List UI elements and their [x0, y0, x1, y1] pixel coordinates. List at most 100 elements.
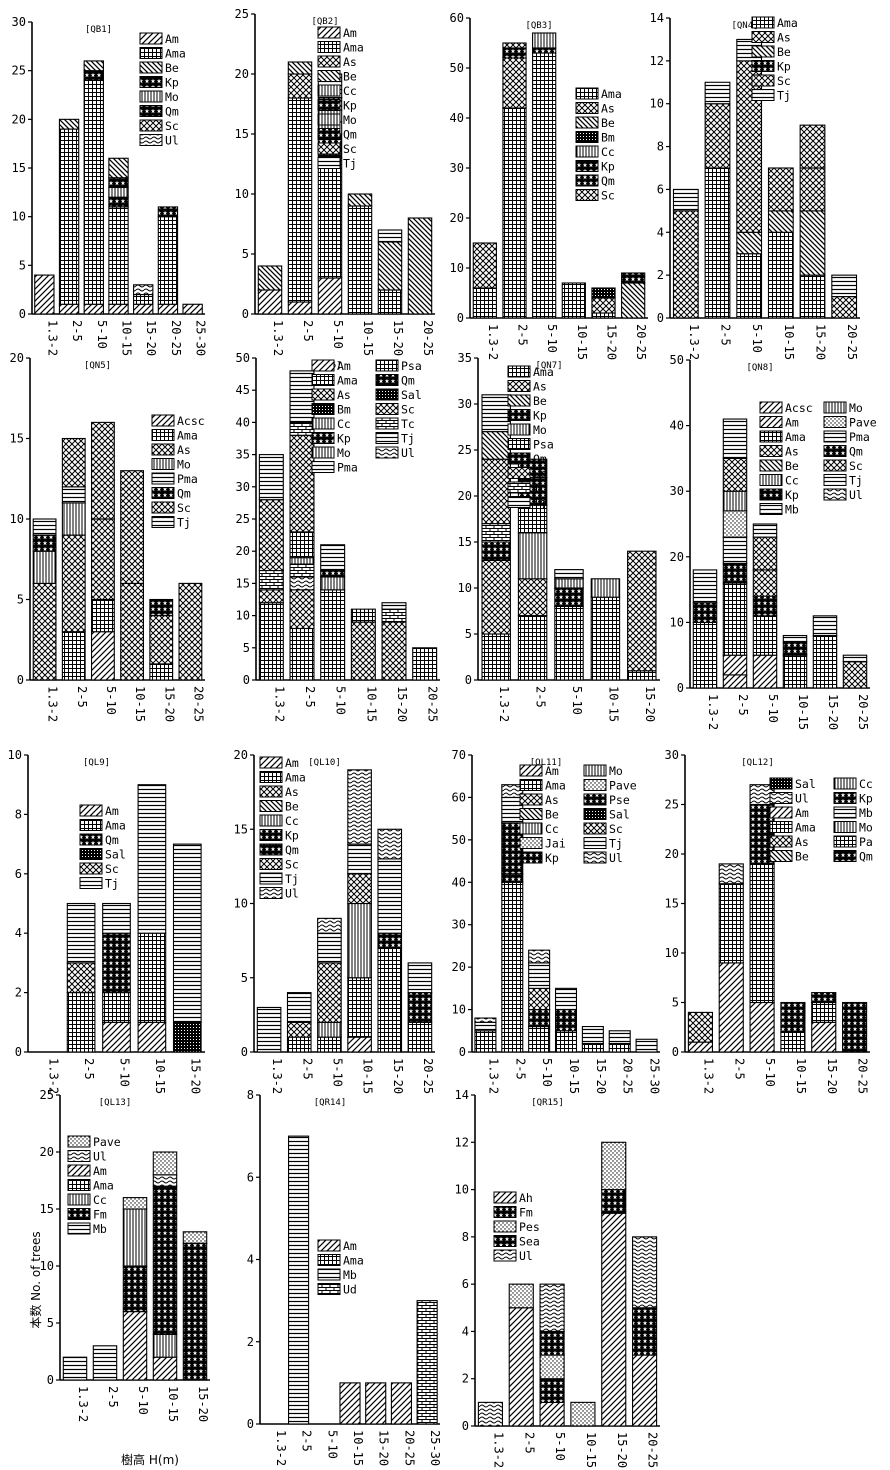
legend-label: Am	[785, 416, 799, 430]
y-tick-label: 10	[40, 1259, 54, 1273]
legend-swatch	[519, 851, 543, 864]
x-tick-label: 1.3-2	[701, 1058, 715, 1094]
bar-segment-sc	[502, 57, 527, 109]
legend-label: Be	[545, 808, 559, 822]
legend-label: Qm	[343, 128, 357, 142]
y-tick-label: 50	[670, 353, 684, 367]
legend-swatch	[759, 416, 783, 428]
y-tick-label: 60	[452, 790, 466, 804]
bar-segment-ama	[718, 883, 744, 964]
y-tick-label: 15	[236, 576, 250, 590]
legend-swatch	[493, 1220, 517, 1233]
bar-segment-ul	[501, 784, 524, 798]
x-tick-label: 20-25	[646, 1432, 660, 1468]
chart-panel-15: 0 2 4 6 8 10 12 14 [QR15] 1.3-2 2-5 5-10 10-15 15-20 2…	[455, 1088, 660, 1468]
bar-segment-pes	[508, 1283, 534, 1309]
bar-segment-sc	[286, 1021, 312, 1038]
bar-segment-bm	[591, 287, 616, 299]
legend-swatch	[311, 374, 335, 386]
y-tick-label: 6	[657, 182, 664, 196]
bar-segment-pes	[601, 1141, 627, 1191]
y-tick-label: 40	[236, 415, 250, 429]
bar-segment-be	[736, 231, 763, 255]
x-tick-label: 25-30	[194, 320, 208, 356]
bar-segment-ama	[258, 602, 284, 681]
bar-segment-sc	[32, 582, 57, 681]
bar-segment-ama	[591, 312, 616, 319]
legend-label: Cc	[285, 814, 299, 828]
bar-segment-ama	[102, 992, 131, 1023]
y-tick-label: 10	[235, 187, 249, 201]
y-tick-label: 35	[236, 448, 250, 462]
x-tick-label: 5-10	[118, 1058, 132, 1087]
bar-segment-tj	[722, 418, 748, 459]
chart-title: [QR15]	[531, 1098, 564, 1108]
bar-segment-kp	[811, 992, 837, 1004]
bar-segment-as	[258, 589, 284, 604]
legend-label: Cc	[601, 145, 615, 159]
legend-swatch	[67, 1150, 91, 1162]
legend-label: Pes	[519, 1220, 540, 1234]
bar-segment-am	[157, 303, 179, 315]
legend-label: Qm	[165, 105, 179, 119]
bar-segment-ama	[554, 605, 584, 681]
bar-segment-am	[365, 1382, 387, 1425]
legend-label: Sal	[401, 388, 422, 402]
legend-label: Tj	[401, 432, 415, 446]
chart-title: [QB3]	[525, 21, 552, 31]
bar-segment-tj	[347, 843, 372, 875]
legend-label: Qm	[105, 833, 119, 847]
legend-swatch	[139, 134, 163, 146]
bar-segment-ah	[508, 1307, 534, 1427]
legend-swatch	[259, 887, 283, 899]
bar-segment-be	[287, 61, 313, 75]
legend-label: Tj	[849, 474, 863, 488]
legend-swatch	[79, 877, 103, 889]
bar-segment-ah	[632, 1354, 658, 1427]
bar-segment-ama	[780, 1031, 806, 1053]
x-tick-label: 1.3-2	[486, 1058, 500, 1094]
y-tick-label: 20	[12, 112, 26, 126]
bar-segment-am	[287, 301, 313, 315]
legend-swatch	[317, 26, 341, 39]
y-tick-label: 10	[670, 615, 684, 629]
x-tick-label: 10-15	[794, 1058, 808, 1094]
legend-label: Fm	[519, 1206, 533, 1220]
legend-swatch	[79, 819, 103, 831]
bar-segment-ama	[590, 596, 621, 681]
y-tick-label: 15	[458, 535, 472, 549]
legend-label: Mb	[859, 806, 873, 820]
y-tick-label: 0	[19, 307, 26, 321]
legend-swatch	[823, 488, 847, 501]
legend-swatch	[507, 496, 531, 508]
y-tick-label: 20	[450, 211, 464, 225]
y-tick-label: 2	[462, 1372, 469, 1386]
y-tick-label: 6	[462, 1277, 469, 1291]
bar-segment-as	[722, 457, 748, 492]
legend-label: Pave	[849, 416, 877, 430]
legend-label: Be	[343, 70, 357, 84]
bar-segment-as	[61, 437, 86, 488]
bar-segment-pes	[570, 1401, 596, 1427]
y-tick-label: 4	[247, 1253, 254, 1267]
bar-segment-ama	[377, 947, 403, 1053]
x-tick-label: 2-5	[300, 1430, 314, 1452]
legend-label: As	[285, 785, 299, 799]
chart-title: [QL12]	[741, 758, 774, 768]
bar-segment-pma	[61, 486, 86, 504]
legend-label: Kp	[785, 488, 799, 502]
legend-swatch	[507, 365, 531, 378]
chart-panel-6: 05101520253035404550[QN6]1.3-22-55-1010-…	[236, 351, 440, 722]
bar-segment-qm	[692, 602, 718, 623]
x-tick-label: 1.3-2	[497, 686, 511, 722]
bar-segment-tj	[782, 634, 808, 643]
legend-label: Tj	[777, 89, 791, 103]
bar-segment-tc	[289, 563, 315, 578]
y-tick-label: 10	[458, 581, 472, 595]
bar-segment-sc	[842, 661, 868, 689]
legend-label: As	[337, 388, 351, 402]
